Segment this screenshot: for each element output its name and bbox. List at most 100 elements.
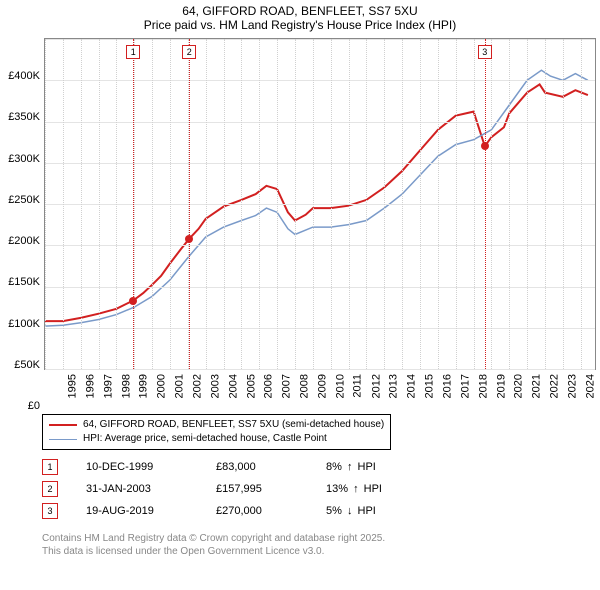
event-index: 2 (42, 481, 58, 497)
footer-attribution: Contains HM Land Registry data © Crown c… (42, 532, 385, 558)
gridline-v (134, 39, 135, 369)
footer-line-1: Contains HM Land Registry data © Crown c… (42, 532, 385, 545)
gridline-v (420, 39, 421, 369)
event-line (133, 39, 134, 369)
x-tick-label: 2018 (477, 374, 489, 398)
event-dot (185, 235, 193, 243)
legend-swatch (49, 424, 77, 426)
y-tick-label: £250K (0, 194, 40, 206)
x-tick-label: 2011 (351, 374, 363, 398)
event-row: 110-DEC-1999£83,0008% ↑ HPI (42, 456, 406, 478)
title-line-1: 64, GIFFORD ROAD, BENFLEET, SS7 5XU (0, 4, 600, 18)
gridline-v (474, 39, 475, 369)
gridline-v (456, 39, 457, 369)
gridline-v (509, 39, 510, 369)
plot-region: 1 2 3 (44, 38, 596, 370)
legend: 64, GIFFORD ROAD, BENFLEET, SS7 5XU (sem… (42, 414, 391, 450)
legend-item: 64, GIFFORD ROAD, BENFLEET, SS7 5XU (sem… (49, 418, 384, 432)
gridline-v (384, 39, 385, 369)
event-dot (481, 142, 489, 150)
y-tick-label: £50K (0, 359, 40, 371)
event-date: 19-AUG-2019 (86, 505, 216, 517)
x-tick-label: 2019 (495, 374, 507, 398)
gridline-v (170, 39, 171, 369)
y-tick-label: £300K (0, 153, 40, 165)
gridline-h (45, 245, 595, 246)
x-tick-label: 2006 (263, 374, 275, 398)
gridline-v (438, 39, 439, 369)
event-price: £157,995 (216, 483, 326, 495)
legend-swatch (49, 439, 77, 440)
event-line (485, 39, 486, 369)
legend-label: HPI: Average price, semi-detached house,… (83, 432, 327, 446)
x-tick-label: 2021 (531, 374, 543, 398)
x-tick-label: 2009 (316, 374, 328, 398)
x-tick-label: 1996 (84, 374, 96, 398)
chart-titles: 64, GIFFORD ROAD, BENFLEET, SS7 5XU Pric… (0, 0, 600, 32)
chart-area: 123 £0£50K£100K£150K£200K£250K£300K£350K… (0, 38, 600, 408)
x-tick-label: 2008 (299, 374, 311, 398)
x-tick-label: 1999 (138, 374, 150, 398)
x-tick-label: 2002 (191, 374, 203, 398)
x-tick-label: 2003 (209, 374, 221, 398)
x-tick-label: 2020 (513, 374, 525, 398)
event-marker: 1 (126, 45, 140, 59)
x-tick-label: 1998 (120, 374, 132, 398)
x-tick-label: 2016 (441, 374, 453, 398)
event-date: 31-JAN-2003 (86, 483, 216, 495)
gridline-v (81, 39, 82, 369)
x-tick-label: 2015 (424, 374, 436, 398)
gridline-v (277, 39, 278, 369)
x-tick-label: 2013 (388, 374, 400, 398)
y-tick-label: £0 (0, 400, 40, 412)
event-delta: 13% ↑ HPI (326, 483, 406, 495)
event-price: £83,000 (216, 461, 326, 473)
event-index: 3 (42, 503, 58, 519)
gridline-v (241, 39, 242, 369)
event-line (189, 39, 190, 369)
gridline-h (45, 39, 595, 40)
gridline-v (563, 39, 564, 369)
gridline-v (581, 39, 582, 369)
event-dot (129, 297, 137, 305)
gridline-h (45, 369, 595, 370)
event-marker: 3 (478, 45, 492, 59)
x-tick-label: 2014 (406, 374, 418, 398)
event-marker: 2 (182, 45, 196, 59)
x-tick-label: 2001 (174, 374, 186, 398)
x-tick-label: 2012 (370, 374, 382, 398)
gridline-v (224, 39, 225, 369)
gridline-v (295, 39, 296, 369)
gridline-h (45, 287, 595, 288)
gridline-v (366, 39, 367, 369)
gridline-v (491, 39, 492, 369)
event-delta: 8% ↑ HPI (326, 461, 406, 473)
gridline-v (63, 39, 64, 369)
events-table: 110-DEC-1999£83,0008% ↑ HPI 2 31-JAN-2003£… (42, 456, 406, 522)
gridline-v (349, 39, 350, 369)
gridline-h (45, 80, 595, 81)
y-tick-label: £100K (0, 318, 40, 330)
event-index: 1 (42, 459, 58, 475)
x-tick-label: 2017 (459, 374, 471, 398)
gridline-v (152, 39, 153, 369)
gridline-v (259, 39, 260, 369)
x-tick-label: 2007 (281, 374, 293, 398)
x-tick-label: 2010 (334, 374, 346, 398)
title-line-2: Price paid vs. HM Land Registry's House … (0, 18, 600, 32)
gridline-v (99, 39, 100, 369)
y-tick-label: £350K (0, 111, 40, 123)
y-tick-label: £200K (0, 235, 40, 247)
gridline-h (45, 204, 595, 205)
gridline-h (45, 122, 595, 123)
x-tick-label: 1995 (66, 374, 78, 398)
event-delta: 5% ↓ HPI (326, 505, 406, 517)
x-tick-label: 2005 (245, 374, 257, 398)
y-tick-label: £150K (0, 276, 40, 288)
x-tick-label: 2022 (549, 374, 561, 398)
gridline-v (331, 39, 332, 369)
gridline-v (402, 39, 403, 369)
gridline-v (313, 39, 314, 369)
x-tick-label: 2004 (227, 374, 239, 398)
legend-item: HPI: Average price, semi-detached house,… (49, 432, 384, 446)
